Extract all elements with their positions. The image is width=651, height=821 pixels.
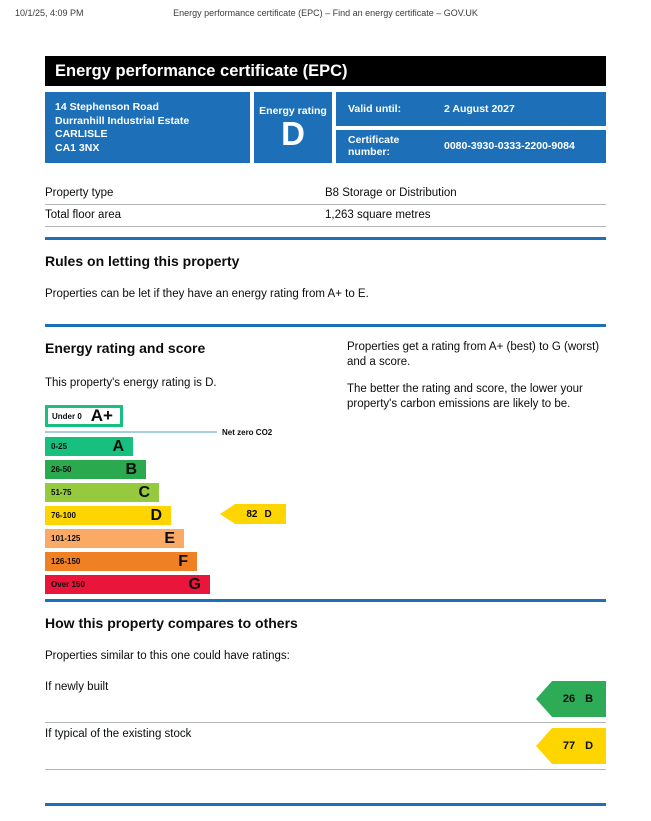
certificate-meta: Valid until: 2 August 2027 Certificate n…: [336, 92, 606, 163]
epc-band-b: 26-50 B: [45, 460, 146, 479]
certificate-number-label: Certificate number:: [348, 134, 400, 159]
rating-column: Energy rating and score This property's …: [45, 327, 347, 595]
net-zero-marker: Net zero CO2: [45, 427, 347, 437]
epc-band-e: 101-125 E: [45, 529, 184, 548]
compare-score: 77: [562, 740, 576, 752]
epc-band-d: 76-100 D: [45, 506, 171, 525]
table-row: Property type B8 Storage or Distribution: [45, 183, 606, 205]
epc-band-a-plus: Under 0 A+: [45, 405, 123, 427]
compare-label: If newly built: [45, 681, 109, 693]
rules-heading: Rules on letting this property: [45, 253, 240, 269]
certificate-page: Energy performance certificate (EPC) 14 …: [45, 56, 606, 806]
section-divider: [45, 599, 606, 602]
band-rating-letter: C: [138, 484, 150, 501]
valid-until-row: Valid until: 2 August 2027: [336, 92, 606, 126]
band-rating-letter: A: [112, 438, 124, 455]
certificate-number-value: 0080-3930-0333-2200-9084: [444, 140, 575, 153]
section-divider: [45, 803, 606, 806]
property-details-table: Property type B8 Storage or Distribution…: [45, 183, 606, 227]
rating-explanation-column: Properties get a rating from A+ (best) t…: [347, 327, 606, 595]
epc-band-c: 51-75 C: [45, 483, 159, 502]
rules-body: Properties can be let if they have an en…: [45, 288, 369, 300]
floor-area-label: Total floor area: [45, 209, 122, 221]
band-range-label: 126-150: [51, 557, 81, 566]
print-header: 10/1/25, 4:09 PM Energy performance cert…: [0, 8, 651, 18]
compare-label: If typical of the existing stock: [45, 728, 192, 740]
energy-rating-label: Energy rating: [259, 104, 327, 117]
page-title: Energy performance certificate (EPC): [45, 56, 606, 86]
compare-rows: If newly built 26 B If typical of the exist…: [45, 676, 606, 770]
valid-until-label: Valid until:: [348, 102, 402, 115]
compare-heading: How this property compares to others: [45, 615, 298, 631]
print-timestamp: 10/1/25, 4:09 PM: [15, 8, 84, 18]
rating-heading: Energy rating and score: [45, 340, 206, 356]
valid-until-value: 2 August 2027: [444, 102, 515, 115]
band-range-label: 51-75: [51, 488, 72, 497]
section-divider: [45, 237, 606, 240]
epc-band-a: 0-25 A: [45, 437, 133, 456]
property-type-value: B8 Storage or Distribution: [325, 187, 457, 199]
band-range-label: Over 150: [51, 580, 85, 589]
band-rating-letter: F: [178, 553, 188, 570]
compare-score: 26: [562, 693, 576, 705]
rating-intro: This property's energy rating is D.: [45, 377, 217, 389]
address-line: Durranhill Industrial Estate: [55, 114, 190, 127]
print-page-title: Energy performance certificate (EPC) – F…: [173, 8, 478, 18]
epc-band-f: 126-150 F: [45, 552, 197, 571]
certificate-number-row: Certificate number: 0080-3930-0333-2200-…: [336, 129, 606, 163]
compare-intro: Properties similar to this one could hav…: [45, 650, 290, 662]
compare-row: If typical of the existing stock 77 D: [45, 723, 606, 770]
table-row: Total floor area 1,263 square metres: [45, 205, 606, 227]
band-range-label: 0-25: [51, 442, 68, 451]
net-zero-label: Net zero CO2: [222, 427, 273, 437]
band-rating-letter: A+: [90, 406, 113, 425]
address-line: CARLISLE: [55, 128, 108, 140]
band-range-label: Under 0: [52, 411, 82, 421]
band-rating-letter: E: [164, 530, 175, 547]
rating-section: Energy rating and score This property's …: [45, 327, 606, 595]
epc-rating-chart: Under 0 A+ Net zero CO2 0-25 A 26-50 B 51-75 C 76…: [45, 405, 347, 595]
current-rating-letter: D: [264, 508, 272, 520]
band-rating-letter: G: [188, 576, 201, 593]
certificate-summary: 14 Stephenson Road Durranhill Industrial…: [45, 92, 606, 163]
property-address: 14 Stephenson Road Durranhill Industrial…: [45, 92, 250, 163]
rating-arrow: 77 D: [536, 728, 606, 764]
floor-area-value: 1,263 square metres: [325, 209, 431, 221]
energy-rating-box: Energy rating D: [254, 92, 332, 163]
property-type-label: Property type: [45, 187, 114, 199]
compare-rating-letter: D: [585, 740, 594, 752]
rating-explanation: Properties get a rating from A+ (best) t…: [347, 341, 600, 368]
band-rating-letter: D: [150, 507, 162, 524]
rating-bands: Under 0 A+ Net zero CO2 0-25 A 26-50 B 51-75 C 76…: [45, 405, 347, 594]
net-zero-line: [45, 431, 217, 433]
band-range-label: 76-100: [51, 511, 76, 520]
band-rating-letter: B: [125, 461, 137, 478]
band-range-label: 26-50: [51, 465, 72, 474]
rating-explanation: The better the rating and score, the low…: [347, 383, 583, 410]
current-score: 82: [246, 508, 258, 520]
energy-rating-value: D: [281, 114, 305, 152]
band-range-label: 101-125: [51, 534, 81, 543]
address-line: CA1 3NX: [55, 141, 100, 154]
address-line: 14 Stephenson Road: [55, 101, 159, 113]
compare-row: If newly built 26 B: [45, 676, 606, 723]
current-rating-arrow: 82 D: [220, 504, 286, 524]
rating-arrow: 26 B: [536, 681, 606, 717]
section-divider: [45, 324, 606, 327]
epc-band-g: Over 150 G: [45, 575, 210, 594]
compare-rating-letter: B: [585, 693, 594, 705]
